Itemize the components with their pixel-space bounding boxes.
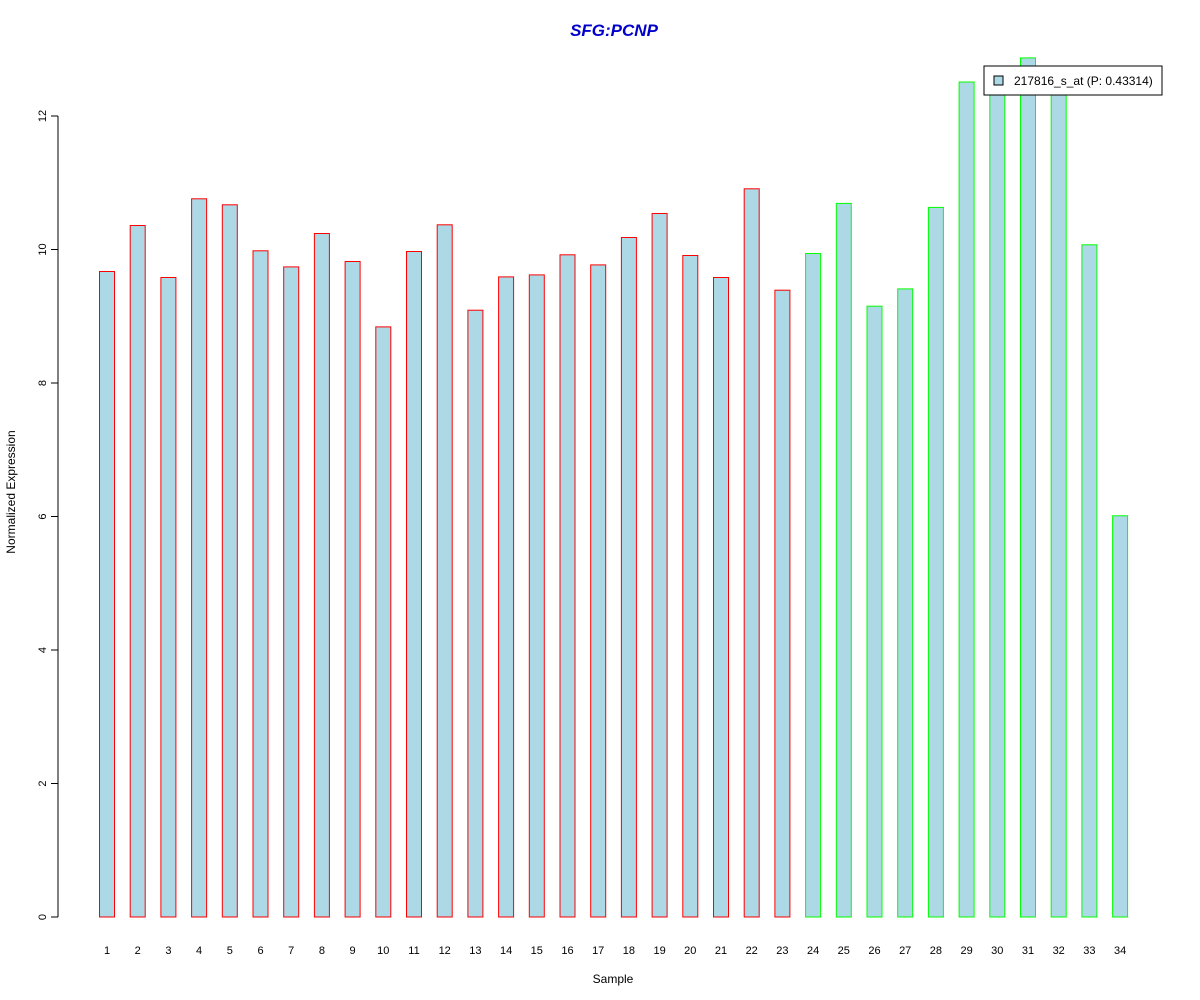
y-tick-label: 2 [37,780,49,786]
bar-sample-23 [774,289,791,918]
y-tick-label: 4 [37,647,49,653]
y-axis: 0 2 4 6 8 10 12 [37,110,59,920]
x-tick-label: 34 [1114,945,1126,957]
bar-sample-4 [191,198,208,918]
bar-sample-14 [498,276,515,918]
x-tick-label: 10 [377,945,389,957]
bar-sample-29 [958,81,975,918]
x-tick-label: 32 [1053,945,1065,957]
bar-sample-28 [927,206,944,918]
bar-sample-17 [590,264,607,918]
bar-sample-25 [835,202,852,918]
bar-sample-11 [406,251,422,918]
bar-sample-9 [344,261,361,918]
x-tick-label: 30 [991,945,1003,957]
bar-sample-7 [283,266,300,918]
bar-sample-16 [559,254,576,918]
chart-title: SFG:PCNP [570,21,659,40]
x-tick-label: 20 [684,945,696,957]
bar-sample-27 [897,288,914,918]
legend-label: 217816_s_at (P: 0.43314) [1014,74,1153,88]
y-axis-label: Normalized Expression [4,430,18,553]
bar-sample-18 [620,237,637,918]
bar-sample-26 [866,305,883,918]
x-tick-label: 1 [104,945,110,957]
bar-sample-34 [1112,515,1129,918]
x-tick-label: 2 [135,945,141,957]
bar-sample-12 [436,224,453,918]
x-tick-label: 16 [561,945,573,957]
x-tick-label: 11 [408,945,419,957]
x-tick-label: 22 [746,945,758,957]
bar-sample-13 [467,309,484,918]
x-tick-label: 27 [899,945,911,957]
x-tick-label: 8 [319,945,325,957]
bars-group [99,57,1129,918]
x-tick-label: 17 [592,945,604,957]
x-tick-label: 7 [288,945,294,957]
y-tick-label: 6 [37,513,49,519]
x-tick-label: 15 [531,945,543,957]
x-tick-label: 21 [715,945,727,957]
bar-sample-15 [528,274,545,918]
legend: 217816_s_at (P: 0.43314) [983,65,1163,96]
x-tick-label: 5 [227,945,233,957]
x-tick-label: 14 [500,945,512,957]
bar-sample-24 [805,253,822,918]
bar-sample-20 [682,255,699,918]
x-tick-label: 33 [1083,945,1095,957]
bar-sample-10 [375,326,392,918]
x-axis-tick-labels: 1 2 3 4 5 6 7 8 9 10 11 12 13 14 15 16 17 18 19 20 21 22 23 24 2… [104,945,1126,957]
x-tick-label: 12 [439,945,451,957]
bar-sample-2 [129,225,146,918]
x-tick-label: 3 [165,945,171,957]
x-tick-label: 13 [469,945,481,957]
x-tick-label: 26 [868,945,880,957]
y-tick-label: 10 [37,243,49,255]
x-axis-label: Sample [593,972,634,986]
bar-sample-6 [252,250,269,918]
legend-swatch [993,75,1004,86]
x-tick-label: 23 [776,945,788,957]
bar-sample-22 [743,188,760,918]
x-tick-label: 29 [960,945,972,957]
bar-sample-33 [1081,244,1098,918]
bar-sample-19 [651,213,668,918]
x-tick-label: 6 [257,945,263,957]
y-tick-label: 0 [37,914,49,920]
bar-sample-21 [713,277,729,918]
bar-sample-32 [1050,88,1067,918]
x-tick-label: 18 [623,945,635,957]
x-tick-label: 25 [838,945,850,957]
x-tick-label: 4 [196,945,202,957]
bar-sample-3 [160,277,177,918]
x-tick-label: 31 [1022,945,1034,957]
bar-sample-1 [99,271,115,918]
x-tick-label: 28 [930,945,942,957]
y-tick-label: 12 [37,110,49,122]
x-tick-label: 19 [653,945,665,957]
bar-sample-8 [313,233,330,918]
bar-sample-5 [221,204,238,918]
bar-sample-30 [989,88,1006,918]
legend-box [983,65,1163,96]
x-tick-label: 9 [350,945,356,957]
y-tick-label: 8 [37,380,49,386]
x-tick-label: 24 [807,945,819,957]
bar-sample-31 [1020,57,1036,918]
